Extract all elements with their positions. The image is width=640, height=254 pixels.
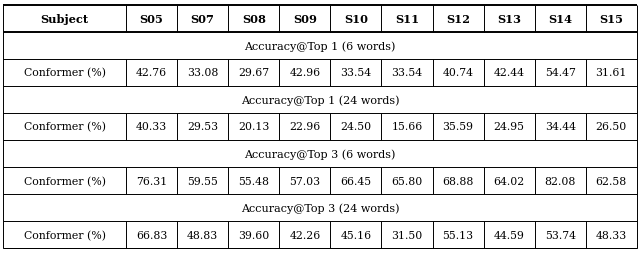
Text: 24.95: 24.95 xyxy=(493,122,525,132)
Text: Conformer (%): Conformer (%) xyxy=(24,230,106,240)
Text: Conformer (%): Conformer (%) xyxy=(24,68,106,78)
Text: S14: S14 xyxy=(548,14,572,25)
Text: 15.66: 15.66 xyxy=(391,122,422,132)
Text: S09: S09 xyxy=(293,14,317,25)
Text: 29.53: 29.53 xyxy=(187,122,218,132)
Text: 40.74: 40.74 xyxy=(442,68,474,78)
Text: Accuracy@Top 1 (24 words): Accuracy@Top 1 (24 words) xyxy=(241,95,399,105)
Text: 42.44: 42.44 xyxy=(493,68,525,78)
Text: 33.08: 33.08 xyxy=(187,68,218,78)
Text: 45.16: 45.16 xyxy=(340,230,371,240)
Text: Accuracy@Top 1 (6 words): Accuracy@Top 1 (6 words) xyxy=(244,41,396,51)
Text: 42.76: 42.76 xyxy=(136,68,167,78)
Text: 48.83: 48.83 xyxy=(187,230,218,240)
Text: 66.83: 66.83 xyxy=(136,230,167,240)
Text: 48.33: 48.33 xyxy=(596,230,627,240)
Text: 24.50: 24.50 xyxy=(340,122,371,132)
Text: Conformer (%): Conformer (%) xyxy=(24,176,106,186)
Text: 33.54: 33.54 xyxy=(392,68,422,78)
Text: 76.31: 76.31 xyxy=(136,176,167,186)
Text: Accuracy@Top 3 (24 words): Accuracy@Top 3 (24 words) xyxy=(241,203,399,213)
Text: 82.08: 82.08 xyxy=(545,176,576,186)
Text: 20.13: 20.13 xyxy=(238,122,269,132)
Text: 65.80: 65.80 xyxy=(391,176,422,186)
Text: 40.33: 40.33 xyxy=(136,122,167,132)
Text: S12: S12 xyxy=(446,14,470,25)
Text: 26.50: 26.50 xyxy=(596,122,627,132)
Text: S05: S05 xyxy=(140,14,163,25)
Text: 64.02: 64.02 xyxy=(493,176,525,186)
Text: Accuracy@Top 3 (6 words): Accuracy@Top 3 (6 words) xyxy=(244,149,396,159)
Text: S15: S15 xyxy=(599,14,623,25)
Text: 29.67: 29.67 xyxy=(238,68,269,78)
Text: 33.54: 33.54 xyxy=(340,68,371,78)
Text: 44.59: 44.59 xyxy=(493,230,525,240)
Text: 22.96: 22.96 xyxy=(289,122,321,132)
Text: S07: S07 xyxy=(191,14,214,25)
Text: 39.60: 39.60 xyxy=(238,230,269,240)
Text: 59.55: 59.55 xyxy=(188,176,218,186)
Text: 42.26: 42.26 xyxy=(289,230,321,240)
Text: 31.61: 31.61 xyxy=(596,68,627,78)
Text: 42.96: 42.96 xyxy=(289,68,321,78)
Text: 34.44: 34.44 xyxy=(545,122,576,132)
Text: 35.59: 35.59 xyxy=(442,122,474,132)
Text: Conformer (%): Conformer (%) xyxy=(24,122,106,132)
Text: 62.58: 62.58 xyxy=(596,176,627,186)
Text: S08: S08 xyxy=(242,14,266,25)
Text: 53.74: 53.74 xyxy=(545,230,576,240)
Text: 57.03: 57.03 xyxy=(289,176,321,186)
Text: 55.48: 55.48 xyxy=(238,176,269,186)
Text: 66.45: 66.45 xyxy=(340,176,371,186)
Text: S13: S13 xyxy=(497,14,521,25)
Text: Subject: Subject xyxy=(40,14,89,25)
Text: 55.13: 55.13 xyxy=(442,230,474,240)
Text: S10: S10 xyxy=(344,14,368,25)
Text: 31.50: 31.50 xyxy=(391,230,422,240)
Text: 68.88: 68.88 xyxy=(442,176,474,186)
Text: S11: S11 xyxy=(395,14,419,25)
Text: 54.47: 54.47 xyxy=(545,68,575,78)
